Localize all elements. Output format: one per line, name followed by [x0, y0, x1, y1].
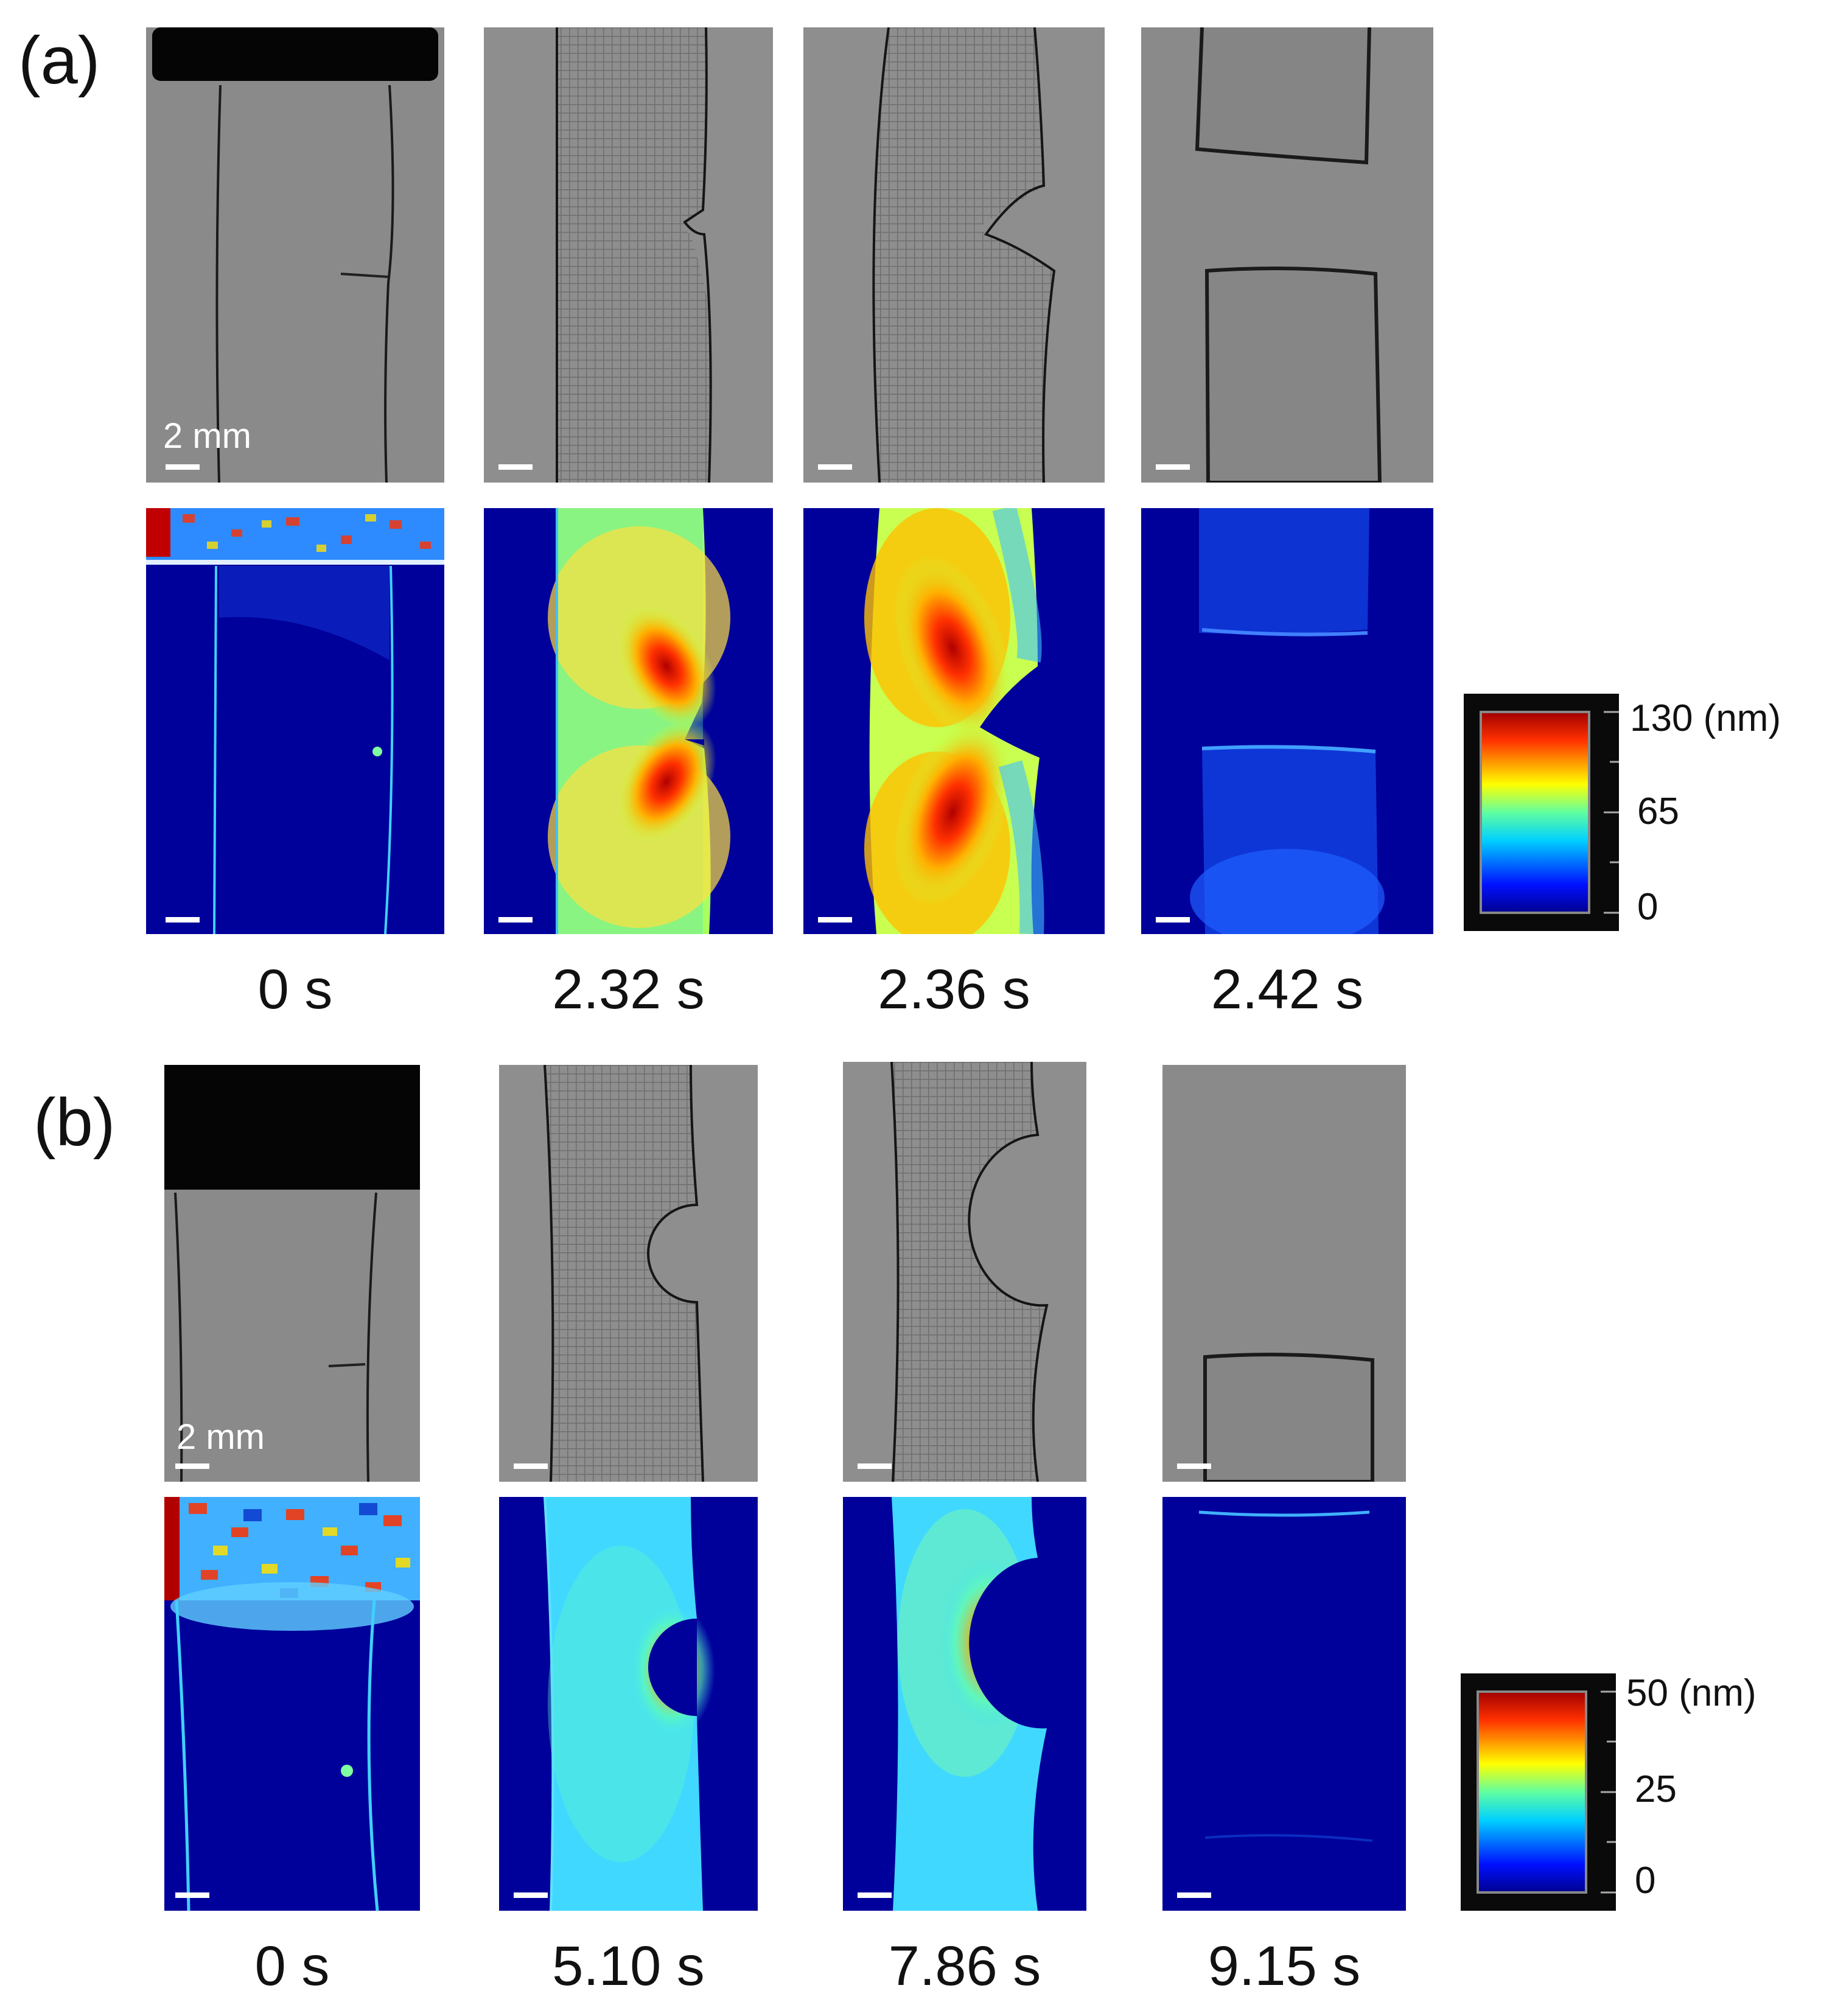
panel-b-time-2: 5.10 s: [552, 1935, 705, 1997]
panel-a-label: (a): [18, 23, 100, 98]
panel-b-colorbar-mid: 25: [1635, 1768, 1677, 1810]
panel-a-map-2.42s: [1141, 508, 1433, 934]
panel-a-scale-label: 2 mm: [163, 416, 251, 456]
panel-b-map-7.86s: [843, 1497, 1086, 1911]
panel-a-time-2: 2.32 s: [552, 958, 705, 1020]
panel-a-time-3: 2.36 s: [878, 958, 1030, 1020]
panel-b-time-3: 7.86 s: [888, 1935, 1041, 1997]
panel-a-map-0s: [146, 508, 444, 934]
panel-b-colorbar: [1461, 1673, 1616, 1911]
panel-b-time-1: 0 s: [254, 1935, 330, 1997]
panel-a-map-2.36s: [803, 508, 1105, 934]
panel-b-time-4: 9.15 s: [1208, 1935, 1361, 1997]
panel-a-photo-0s: [146, 27, 444, 483]
panel-a-colorbar-max: 130 (nm): [1630, 697, 1781, 739]
panel-a-colorbar-mid: 65: [1637, 790, 1679, 832]
panel-b-photo-5.10s: [499, 1065, 758, 1482]
panel-b-label: (b): [33, 1085, 116, 1160]
panel-b-photo-0s: [164, 1065, 420, 1482]
panel-b-map-0s: [164, 1497, 420, 1911]
panel-a-colorbar: [1464, 694, 1619, 931]
panel-a-map-2.32s: [484, 508, 773, 934]
panel-a-photo-2.36s: [803, 27, 1105, 483]
panel-a-time-4: 2.42 s: [1211, 958, 1364, 1020]
panel-a-photo-2.42s: [1141, 27, 1433, 483]
panel-b-photo-7.86s: [843, 1062, 1086, 1482]
panel-b-map-5.10s: [499, 1497, 758, 1911]
panel-b-map-9.15s: [1162, 1497, 1406, 1911]
panel-b-colorbar-min: 0: [1635, 1860, 1656, 1902]
panel-b-colorbar-max: 50 (nm): [1626, 1672, 1756, 1714]
panel-a-colorbar-min: 0: [1637, 886, 1658, 928]
panel-b-scale-label: 2 mm: [177, 1417, 265, 1457]
panel-a-photo-2.32s: [484, 27, 773, 483]
panel-a-time-1: 0 s: [257, 958, 333, 1020]
panel-b-photo-9.15s: [1162, 1065, 1406, 1482]
